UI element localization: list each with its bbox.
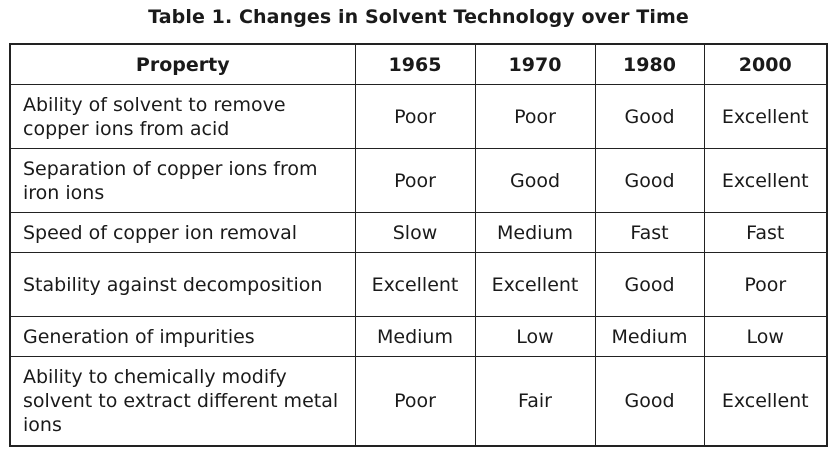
value-cell: Excellent	[703, 84, 828, 149]
table-row: Generation of impurities Medium Low Medi…	[9, 316, 828, 357]
table-row: Speed of copper ion removal Slow Medium …	[9, 212, 828, 253]
value-cell: Medium	[594, 316, 705, 357]
property-cell: Ability of solvent to remove copper ions…	[9, 84, 356, 149]
property-cell: Speed of copper ion removal	[9, 212, 356, 253]
header-2000: 2000	[703, 43, 828, 85]
value-cell: Poor	[703, 252, 828, 317]
property-cell: Stability against decomposition	[9, 252, 356, 317]
property-cell: Separation of copper ions from iron ions	[9, 148, 356, 213]
value-cell: Fast	[703, 212, 828, 253]
header-property: Property	[9, 43, 356, 85]
value-cell: Excellent	[474, 252, 596, 317]
value-cell: Medium	[474, 212, 596, 253]
property-cell: Generation of impurities	[9, 316, 356, 357]
value-cell: Fast	[594, 212, 705, 253]
property-cell: Ability to chemically modify solvent to …	[9, 356, 356, 446]
value-cell: Excellent	[703, 148, 828, 213]
value-cell: Good	[594, 252, 705, 317]
value-cell: Excellent	[703, 356, 828, 446]
table-row: Ability to chemically modify solvent to …	[9, 356, 828, 446]
value-cell: Poor	[354, 84, 476, 149]
value-cell: Poor	[354, 148, 476, 213]
value-cell: Good	[594, 148, 705, 213]
value-cell: Poor	[354, 356, 476, 446]
value-cell: Excellent	[354, 252, 476, 317]
header-1970: 1970	[474, 43, 596, 85]
table-row: Ability of solvent to remove copper ions…	[9, 84, 828, 149]
table-row: Stability against decomposition Excellen…	[9, 252, 828, 317]
value-cell: Fair	[474, 356, 596, 446]
value-cell: Good	[594, 356, 705, 446]
value-cell: Good	[474, 148, 596, 213]
value-cell: Medium	[354, 316, 476, 357]
value-cell: Poor	[474, 84, 596, 149]
value-cell: Slow	[354, 212, 476, 253]
solvent-technology-table: Property 1965 1970 1980 2000 Ability of …	[9, 43, 828, 447]
header-1965: 1965	[354, 43, 476, 85]
header-row: Property 1965 1970 1980 2000	[9, 43, 828, 85]
table-title: Table 1. Changes in Solvent Technology o…	[148, 6, 689, 28]
header-1980: 1980	[594, 43, 705, 85]
value-cell: Low	[474, 316, 596, 357]
value-cell: Good	[594, 84, 705, 149]
table-row: Separation of copper ions from iron ions…	[9, 148, 828, 213]
value-cell: Low	[703, 316, 828, 357]
